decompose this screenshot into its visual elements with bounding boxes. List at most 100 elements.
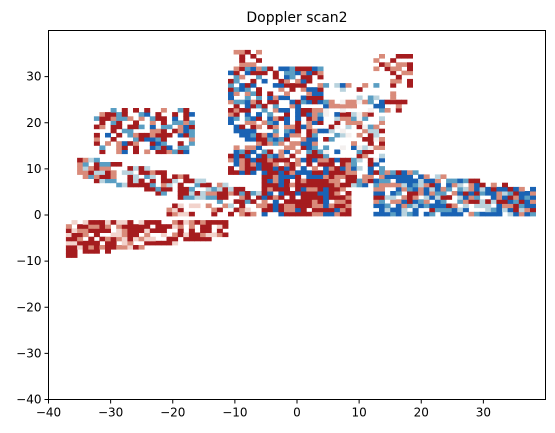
echo-cell xyxy=(77,157,84,163)
echo-cell xyxy=(306,203,313,209)
echo-cell xyxy=(440,203,447,209)
echo-cell xyxy=(71,240,78,246)
echo-cell xyxy=(121,224,128,229)
echo-cell xyxy=(306,128,313,134)
echo-cell xyxy=(250,145,257,150)
echo-cell xyxy=(138,112,145,117)
echo-cell xyxy=(513,199,520,204)
echo-cell xyxy=(200,232,207,238)
echo-cell xyxy=(356,120,363,125)
echo-cell xyxy=(155,191,162,196)
echo-cell xyxy=(93,249,100,254)
echo-cell xyxy=(222,232,229,238)
echo-cell xyxy=(105,162,111,167)
echo-cell xyxy=(300,78,307,84)
echo-cell xyxy=(228,153,234,159)
echo-cell xyxy=(82,228,89,233)
echo-cell xyxy=(188,120,195,125)
echo-cell xyxy=(267,132,274,138)
echo-cell xyxy=(474,178,481,184)
echo-cell xyxy=(507,186,514,192)
echo-cell xyxy=(345,178,352,184)
echo-cell xyxy=(474,195,481,200)
echo-cell xyxy=(93,124,100,130)
echo-cell xyxy=(446,203,453,209)
echo-cell xyxy=(261,108,268,113)
echo-cell xyxy=(395,203,402,209)
echo-cell xyxy=(138,178,145,184)
echo-cell xyxy=(261,132,268,138)
echo-cell xyxy=(177,224,184,229)
echo-cell xyxy=(289,195,296,200)
echo-cell xyxy=(323,174,330,179)
echo-cell xyxy=(284,112,290,117)
echo-cell xyxy=(300,157,307,163)
echo-cell xyxy=(88,245,95,250)
echo-cell xyxy=(244,191,251,196)
echo-cell xyxy=(121,116,128,121)
echo-cell xyxy=(82,170,89,175)
echo-cell xyxy=(149,228,156,233)
echo-cell xyxy=(160,191,167,196)
echo-cell xyxy=(250,103,257,109)
echo-cell xyxy=(334,186,341,192)
echo-cell xyxy=(222,182,229,188)
echo-cell xyxy=(323,191,330,196)
echo-cell xyxy=(373,170,380,175)
echo-cell xyxy=(306,91,313,96)
echo-cell xyxy=(177,124,184,130)
echo-cell xyxy=(244,62,251,67)
echo-cell xyxy=(228,170,234,175)
echo-cell xyxy=(121,228,128,233)
echo-cell xyxy=(457,186,464,192)
echo-cell xyxy=(379,178,385,184)
echo-cell xyxy=(233,199,240,204)
chart-title: Doppler scan2 xyxy=(246,10,347,26)
echo-cell xyxy=(485,207,492,213)
echo-cell xyxy=(228,157,234,163)
echo-cell xyxy=(239,203,246,209)
echo-cell xyxy=(284,199,290,204)
echo-cell xyxy=(345,182,352,188)
echo-cell xyxy=(99,116,106,121)
echo-cell xyxy=(311,70,318,76)
echo-cell xyxy=(345,157,352,163)
echo-cell xyxy=(256,70,262,76)
echo-cell xyxy=(200,182,207,188)
echo-cell xyxy=(284,203,290,209)
echo-cell xyxy=(311,128,318,134)
echo-cell xyxy=(233,78,240,84)
echo-cell xyxy=(339,211,346,217)
echo-cell xyxy=(379,145,385,150)
echo-cell xyxy=(144,137,151,142)
echo-cell xyxy=(233,153,240,159)
echo-cell xyxy=(233,186,240,192)
echo-cell xyxy=(379,116,385,121)
echo-cell xyxy=(188,228,195,233)
echo-cell xyxy=(105,249,111,254)
echo-cell xyxy=(177,128,184,134)
echo-cell xyxy=(183,149,190,155)
echo-cell xyxy=(395,103,402,109)
echo-cell xyxy=(110,124,117,130)
echo-cell xyxy=(351,166,357,171)
echo-cell xyxy=(272,166,279,171)
echo-cell xyxy=(284,108,290,113)
echo-cell xyxy=(177,203,184,209)
echo-cell xyxy=(345,162,352,167)
echo-cell xyxy=(172,178,179,184)
echo-cell xyxy=(239,149,246,155)
echo-cell xyxy=(479,191,486,196)
echo-cell xyxy=(434,199,441,204)
echo-cell xyxy=(267,162,274,167)
echo-cell xyxy=(205,182,212,188)
echo-cell xyxy=(155,145,162,150)
echo-cell xyxy=(289,99,296,105)
echo-cell xyxy=(105,240,111,246)
echo-cell xyxy=(485,191,492,196)
echo-cell xyxy=(233,112,240,117)
echo-cell xyxy=(127,128,134,134)
echo-cell xyxy=(88,170,95,175)
echo-cell xyxy=(384,174,391,179)
echo-cell xyxy=(384,178,391,184)
